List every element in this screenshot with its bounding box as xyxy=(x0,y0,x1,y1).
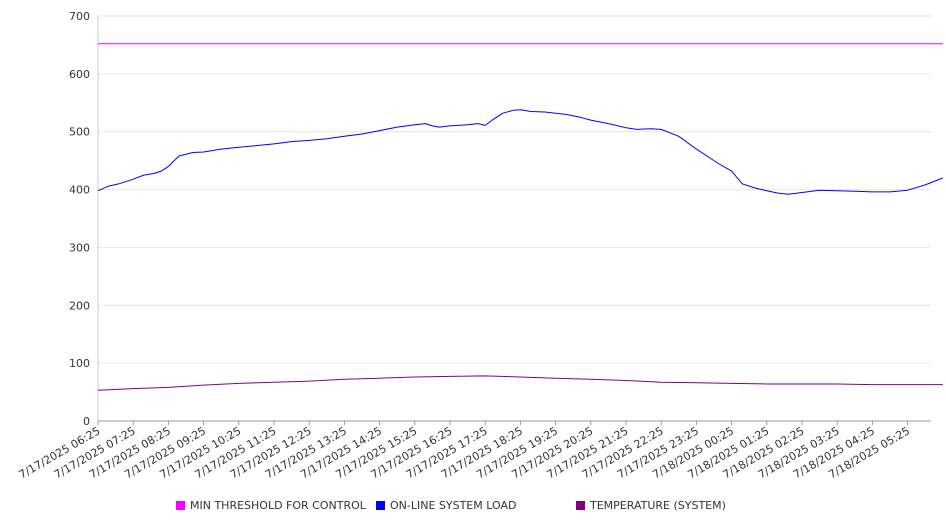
series-line-2 xyxy=(97,375,943,391)
y-tick-label: 200 xyxy=(69,299,90,312)
x-axis: 7/17/2025 06:257/17/2025 07:257/17/2025 … xyxy=(17,420,931,481)
legend-label: MIN THRESHOLD FOR CONTROL xyxy=(190,499,367,512)
legend-item: ON-LINE SYSTEM LOAD xyxy=(376,499,516,512)
legend: MIN THRESHOLD FOR CONTROL ON-LINE SYSTEM … xyxy=(176,499,726,512)
gridlines xyxy=(98,15,931,422)
legend-swatch xyxy=(376,501,385,510)
legend-swatch xyxy=(176,501,185,510)
series-line-1 xyxy=(97,109,943,195)
legend-item: TEMPERATURE (SYSTEM) xyxy=(576,499,726,512)
y-tick-label: 300 xyxy=(69,241,90,254)
legend-item: MIN THRESHOLD FOR CONTROL xyxy=(176,499,367,512)
series-lines xyxy=(97,43,943,391)
y-tick-label: 600 xyxy=(69,68,90,81)
legend-label: ON-LINE SYSTEM LOAD xyxy=(390,499,516,512)
y-tick-label: 100 xyxy=(69,357,90,370)
y-tick-label: 0 xyxy=(83,415,90,428)
legend-swatch xyxy=(576,501,585,510)
y-axis: 0 100 200 300 400 500 600 700 xyxy=(69,10,99,428)
y-tick-label: 700 xyxy=(69,10,90,23)
legend-label: TEMPERATURE (SYSTEM) xyxy=(589,499,726,512)
y-tick-label: 400 xyxy=(69,184,90,197)
y-tick-label: 500 xyxy=(69,126,90,139)
